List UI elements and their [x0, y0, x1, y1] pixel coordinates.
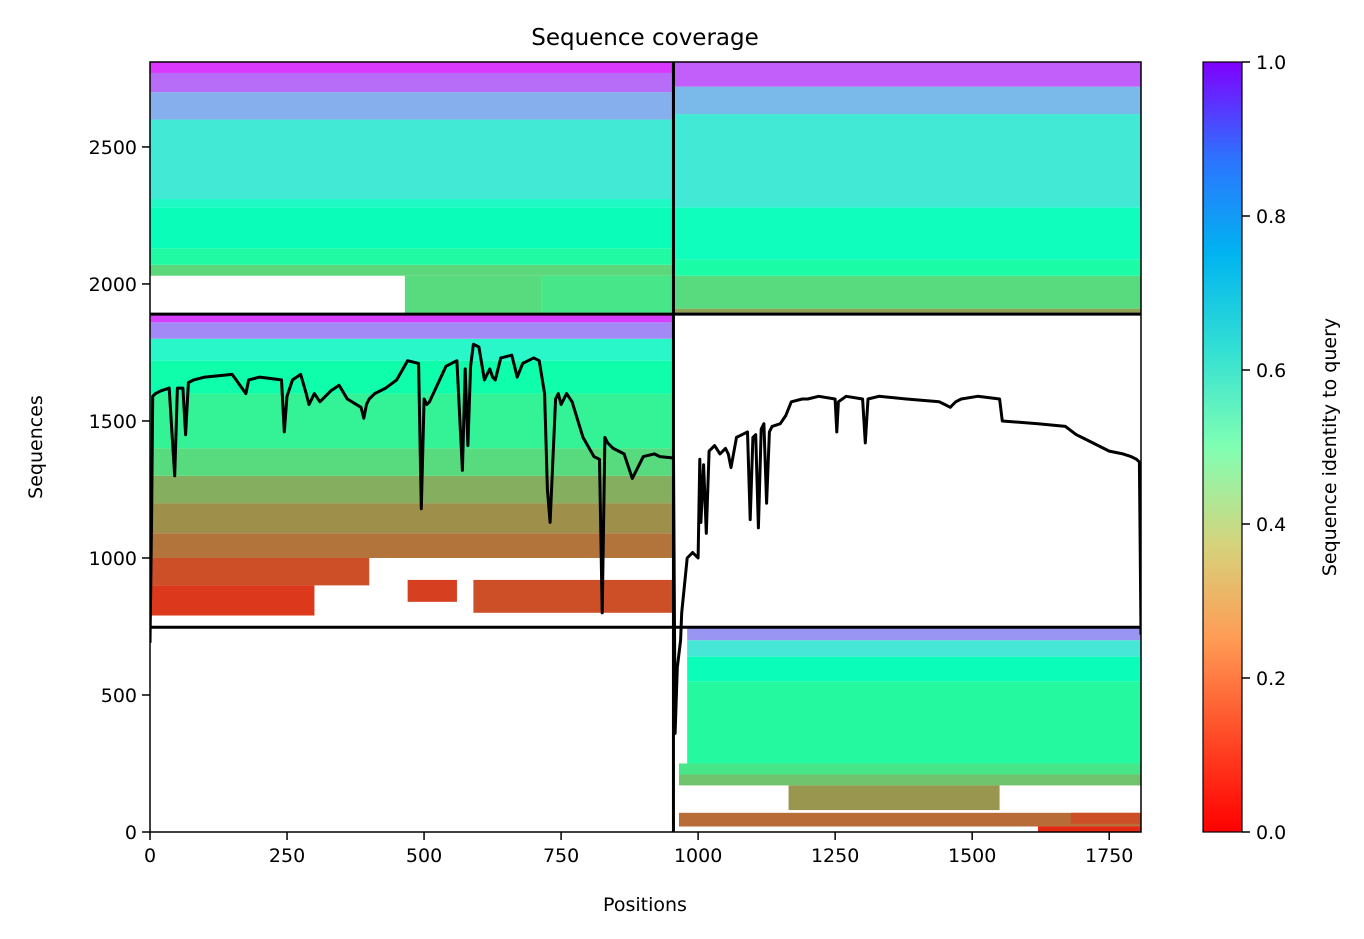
coverage-line [150, 342, 1141, 735]
coverage-band [404, 275, 542, 313]
coverage-band [673, 86, 1141, 115]
colorbar-ticks: 0.0 0.2 0.4 0.6 0.8 1.0 [1242, 52, 1286, 844]
coverage-band [473, 579, 674, 613]
chart-title: Sequence coverage [531, 25, 759, 51]
coverage-band [673, 62, 1141, 87]
coverage-band [150, 322, 674, 339]
coverage-lines [150, 342, 1141, 735]
x-tick-label: 1250 [811, 845, 859, 867]
coverage-band [678, 763, 1141, 775]
y-axis-ticks: 0 500 1000 1500 2000 2500 [89, 137, 150, 844]
coverage-band [687, 656, 1141, 682]
plot-area [149, 61, 1142, 833]
colorbar-tick-label: 0.4 [1256, 514, 1286, 536]
y-tick-label: 500 [101, 685, 137, 707]
x-tick-label: 750 [543, 845, 579, 867]
colorbar-label: Sequence identity to query [1319, 318, 1341, 576]
y-tick-label: 2500 [89, 137, 137, 159]
x-tick-label: 500 [406, 845, 442, 867]
coverage-band [150, 264, 674, 276]
coverage-band [678, 774, 1141, 786]
coverage-band [150, 62, 674, 73]
y-axis-label: Sequences [25, 395, 47, 499]
coverage-band [150, 360, 674, 394]
coverage-band [673, 275, 1141, 309]
coverage-band [678, 812, 1141, 827]
colorbar: 0.0 0.2 0.4 0.6 0.8 1.0 Sequence identity to … [1202, 52, 1341, 844]
colorbar-tick-label: 0.8 [1256, 206, 1286, 228]
coverage-band [407, 579, 457, 602]
x-axis-ticks: 0 250 500 750 1000 1250 1500 1750 [144, 832, 1133, 867]
coverage-band [150, 557, 370, 586]
coverage-band [687, 681, 1141, 764]
coverage-band [150, 119, 674, 200]
colorbar-tick-label: 0.2 [1256, 668, 1286, 690]
coverage-band [150, 92, 674, 120]
coverage-band [687, 640, 1141, 657]
colorbar-tick-label: 0.0 [1256, 822, 1286, 844]
colorbar-gradient [1202, 61, 1243, 833]
y-tick-label: 2000 [89, 274, 137, 296]
coverage-band [150, 338, 674, 361]
coverage-band [150, 207, 674, 249]
coverage-band [673, 308, 1141, 315]
coverage-band [1070, 812, 1141, 824]
coverage-band [150, 248, 674, 265]
x-tick-label: 0 [144, 845, 156, 867]
coverage-band [1037, 826, 1141, 832]
x-axis-label: Positions [603, 894, 687, 916]
plot-frame [149, 61, 1142, 833]
x-tick-label: 1500 [948, 845, 996, 867]
coverage-band [150, 72, 674, 93]
colorbar-tick-label: 0.6 [1256, 360, 1286, 382]
y-tick-label: 1000 [89, 548, 137, 570]
coverage-band [673, 207, 1141, 260]
x-tick-label: 250 [269, 845, 305, 867]
colorbar-tick-label: 1.0 [1256, 52, 1286, 74]
coverage-band [687, 627, 1141, 641]
coverage-band [673, 259, 1141, 276]
y-tick-label: 0 [125, 822, 137, 844]
coverage-band [150, 503, 674, 534]
coverage-band [150, 314, 674, 323]
coverage-band [150, 393, 674, 449]
coverage-band [150, 475, 674, 504]
x-tick-label: 1000 [674, 845, 722, 867]
coverage-band [541, 275, 674, 313]
coverage-band [150, 585, 315, 616]
x-tick-label: 1750 [1085, 845, 1133, 867]
coverage-heatmap [150, 62, 1141, 832]
coverage-band [788, 785, 1000, 811]
coverage-band [673, 114, 1141, 208]
coverage-band [150, 199, 674, 208]
coverage-band [150, 448, 674, 476]
coverage-band [150, 533, 674, 558]
y-tick-label: 1500 [89, 411, 137, 433]
